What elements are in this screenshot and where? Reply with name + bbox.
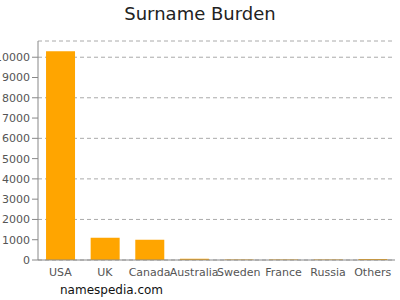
svg-text:10000: 10000 bbox=[8, 51, 30, 64]
svg-text:UK: UK bbox=[97, 266, 113, 279]
svg-text:France: France bbox=[265, 266, 302, 279]
svg-text:2000: 2000 bbox=[8, 213, 30, 226]
svg-text:Russia: Russia bbox=[310, 266, 345, 279]
svg-text:9000: 9000 bbox=[8, 71, 30, 84]
svg-text:6000: 6000 bbox=[8, 132, 30, 145]
svg-text:4000: 4000 bbox=[8, 173, 30, 186]
html-text:namespedia.com: namespedia.com bbox=[60, 283, 163, 297]
html-text:Surname Burden: Surname Burden bbox=[124, 3, 276, 24]
svg-text:3000: 3000 bbox=[8, 193, 30, 206]
svg-text:7000: 7000 bbox=[8, 112, 30, 125]
svg-text:1000: 1000 bbox=[8, 234, 30, 247]
svg-text:USA: USA bbox=[49, 266, 72, 279]
svg-text:Others: Others bbox=[354, 266, 391, 279]
svg-text:5000: 5000 bbox=[8, 153, 30, 166]
svg-text:8000: 8000 bbox=[8, 92, 30, 105]
svg-text:Australia: Australia bbox=[170, 266, 219, 279]
svg-text:Sweden: Sweden bbox=[217, 266, 260, 279]
svg-text:0: 0 bbox=[23, 254, 30, 267]
svg-text:Canada: Canada bbox=[129, 266, 171, 279]
